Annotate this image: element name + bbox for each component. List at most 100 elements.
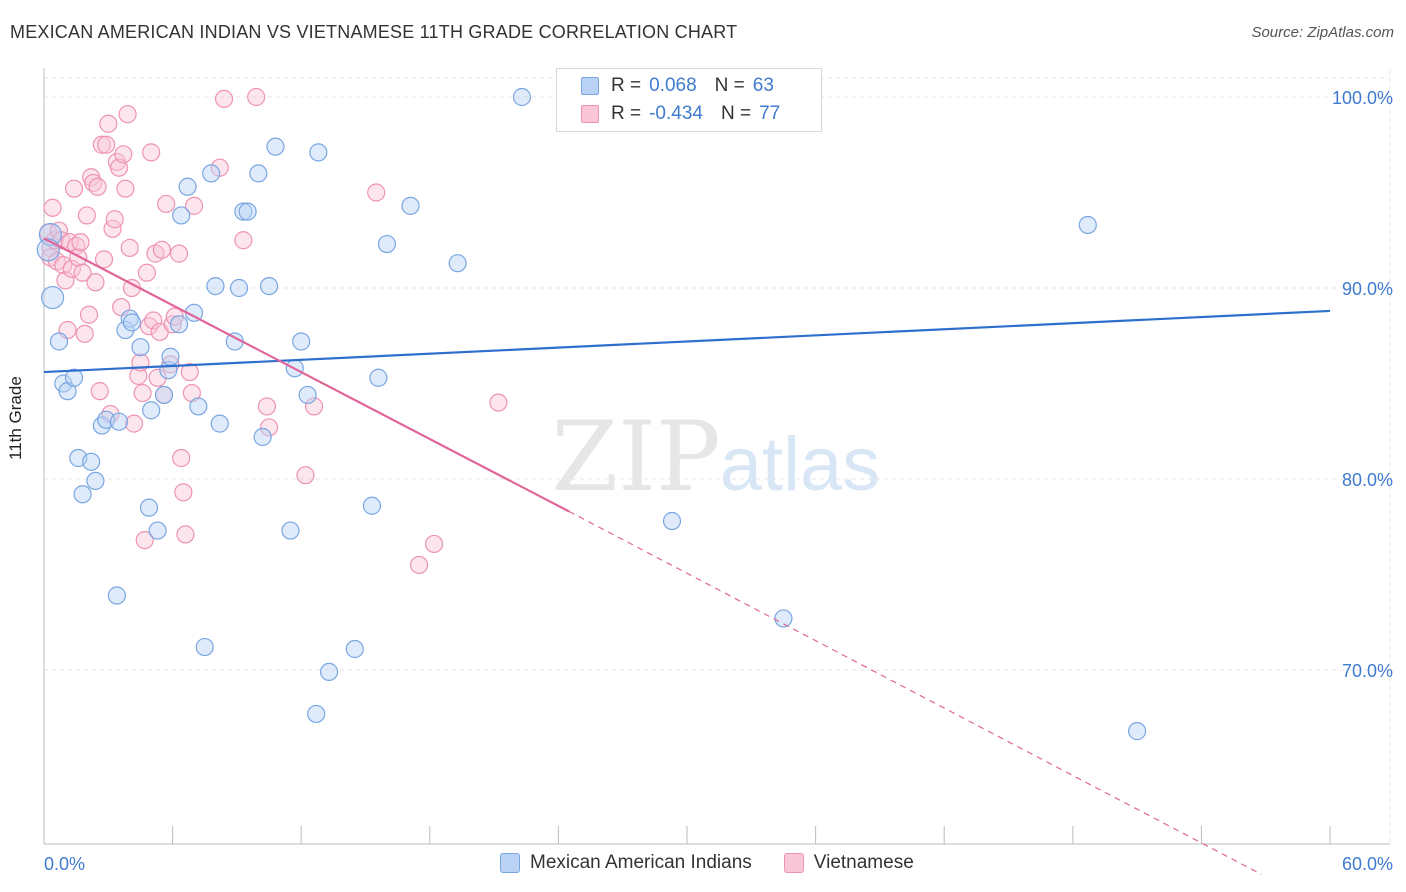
legend-r-label: R =: [611, 103, 642, 124]
mexican-american-indian-point: [195, 637, 214, 657]
mexican-american-indian-point: [234, 202, 253, 221]
mexican-american-indian-point: [73, 485, 92, 504]
x-tick-label: 60.0%: [1342, 854, 1393, 874]
vietnamese-point: [247, 87, 266, 107]
vietnamese-point: [214, 89, 234, 109]
mexican-american-indian-point: [238, 202, 257, 221]
vietnamese-trend-extension: [568, 510, 1262, 875]
watermark-zip: ZIP: [551, 401, 720, 513]
mexican-american-indian-point: [281, 521, 300, 540]
mexican-american-indian-point: [40, 285, 65, 310]
vietnamese-point: [142, 143, 161, 162]
vietnamese-point: [75, 324, 94, 343]
vietnamese-point: [174, 483, 193, 502]
mexican-american-indian-point: [512, 87, 532, 107]
vietnamese-point: [77, 206, 96, 225]
mexican-american-indian-point: [82, 452, 101, 471]
mexican-american-indian-point: [307, 704, 326, 724]
vietnamese-point: [90, 382, 109, 401]
legend-swatch-blue: [500, 853, 520, 873]
vietnamese-point: [118, 105, 137, 124]
mexican-american-indians-trend-line: [43, 309, 1331, 374]
legend-item-vietnamese[interactable]: Vietnamese: [783, 852, 914, 874]
vietnamese-point: [88, 177, 107, 196]
vietnamese-point: [105, 210, 124, 229]
vietnamese-point: [169, 244, 189, 263]
mexican-american-indian-point: [172, 206, 191, 225]
vietnamese-point: [137, 263, 156, 282]
vietnamese-trend-line: [43, 237, 570, 513]
mexican-american-indian-point: [1127, 722, 1147, 741]
vietnamese-point: [79, 305, 99, 324]
vietnamese-point: [304, 397, 324, 416]
vietnamese-point: [109, 158, 129, 177]
legend-r-label: R =: [611, 75, 642, 96]
mexican-american-indian-point: [131, 338, 150, 357]
vietnamese-point: [99, 114, 118, 133]
chart-title: MEXICAN AMERICAN INDIAN VS VIETNAMESE 11…: [10, 22, 738, 42]
vietnamese-point: [157, 194, 176, 214]
mexican-american-indian-point: [298, 385, 317, 405]
mexican-american-indian-point: [49, 332, 69, 351]
mexican-american-indian-point: [229, 278, 249, 298]
mexican-american-indian-point: [259, 276, 279, 296]
vietnamese-point: [152, 240, 171, 259]
mexican-american-indian-point: [377, 234, 397, 254]
tick-labels: 100.0% 90.0% 80.0% 70.0% 0.0% 60.0%: [44, 88, 1393, 874]
mexican-american-indian-point: [109, 412, 129, 431]
watermark: ZIP atlas: [551, 401, 880, 513]
mexican-american-indian-point: [139, 498, 159, 517]
mexican-american-indian-point: [362, 496, 382, 515]
mexican-american-indian-point: [448, 254, 467, 273]
y-tick-label: 70.0%: [1342, 661, 1393, 681]
vietnamese-point: [62, 259, 81, 278]
legend-r-value: -0.434: [649, 103, 703, 124]
y-tick-label: 80.0%: [1342, 470, 1393, 490]
y-tick-label: 100.0%: [1332, 88, 1393, 108]
vietnamese-point: [409, 555, 429, 575]
mexican-american-indian-point: [107, 586, 126, 605]
mexican-american-indian-point: [266, 137, 285, 156]
legend-label: Mexican American Indians: [530, 852, 752, 873]
legend-r-value: 0.068: [649, 75, 697, 96]
vietnamese-point: [86, 273, 105, 292]
mexican-american-indian-point: [122, 313, 141, 332]
vietnamese-point: [144, 311, 163, 330]
legend-swatch-pink: [581, 105, 599, 123]
mexican-american-indian-point: [142, 401, 161, 420]
vietnamese-point: [71, 233, 90, 252]
y-tick-label: 90.0%: [1342, 279, 1393, 299]
vietnamese-point: [124, 414, 144, 433]
vietnamese-point: [120, 238, 139, 257]
mexican-american-indian-point: [253, 427, 272, 447]
vietnamese-point: [114, 145, 133, 164]
watermark-atlas: atlas: [720, 422, 881, 507]
vietnamese-point: [92, 135, 111, 154]
vietnamese-point: [176, 525, 195, 544]
vietnamese-point: [133, 383, 152, 403]
legend-row-blue: R = 0.068 N = 63: [581, 73, 774, 99]
mexican-american-indian-point: [345, 639, 364, 659]
mexican-american-indian-point: [86, 471, 105, 491]
vietnamese-point: [54, 255, 73, 275]
mexican-american-indian-point: [249, 164, 268, 183]
vietnamese-point: [259, 418, 279, 437]
legend-label: Vietnamese: [813, 852, 914, 873]
mexican-american-indian-point: [309, 143, 328, 162]
legend-item-mexican-american-indians[interactable]: Mexican American Indians: [500, 852, 752, 874]
vietnamese-point: [94, 250, 114, 269]
mexican-american-indian-point: [206, 276, 225, 296]
vietnamese-point: [296, 466, 315, 485]
legend-row-pink: R = -0.434 N = 77: [581, 101, 780, 127]
mexican-american-indian-point: [189, 397, 208, 416]
mexican-american-indian-point: [292, 332, 311, 351]
x-tick-label: 0.0%: [44, 854, 85, 874]
legend-n-label: N =: [720, 103, 752, 124]
mexican-american-indian-point: [202, 164, 221, 183]
mexican-american-indian-points: [36, 87, 1147, 741]
mexican-american-indian-point: [36, 238, 60, 262]
vietnamese-point: [180, 362, 199, 382]
mexican-american-indian-point: [401, 196, 420, 215]
vietnamese-point: [234, 231, 253, 250]
